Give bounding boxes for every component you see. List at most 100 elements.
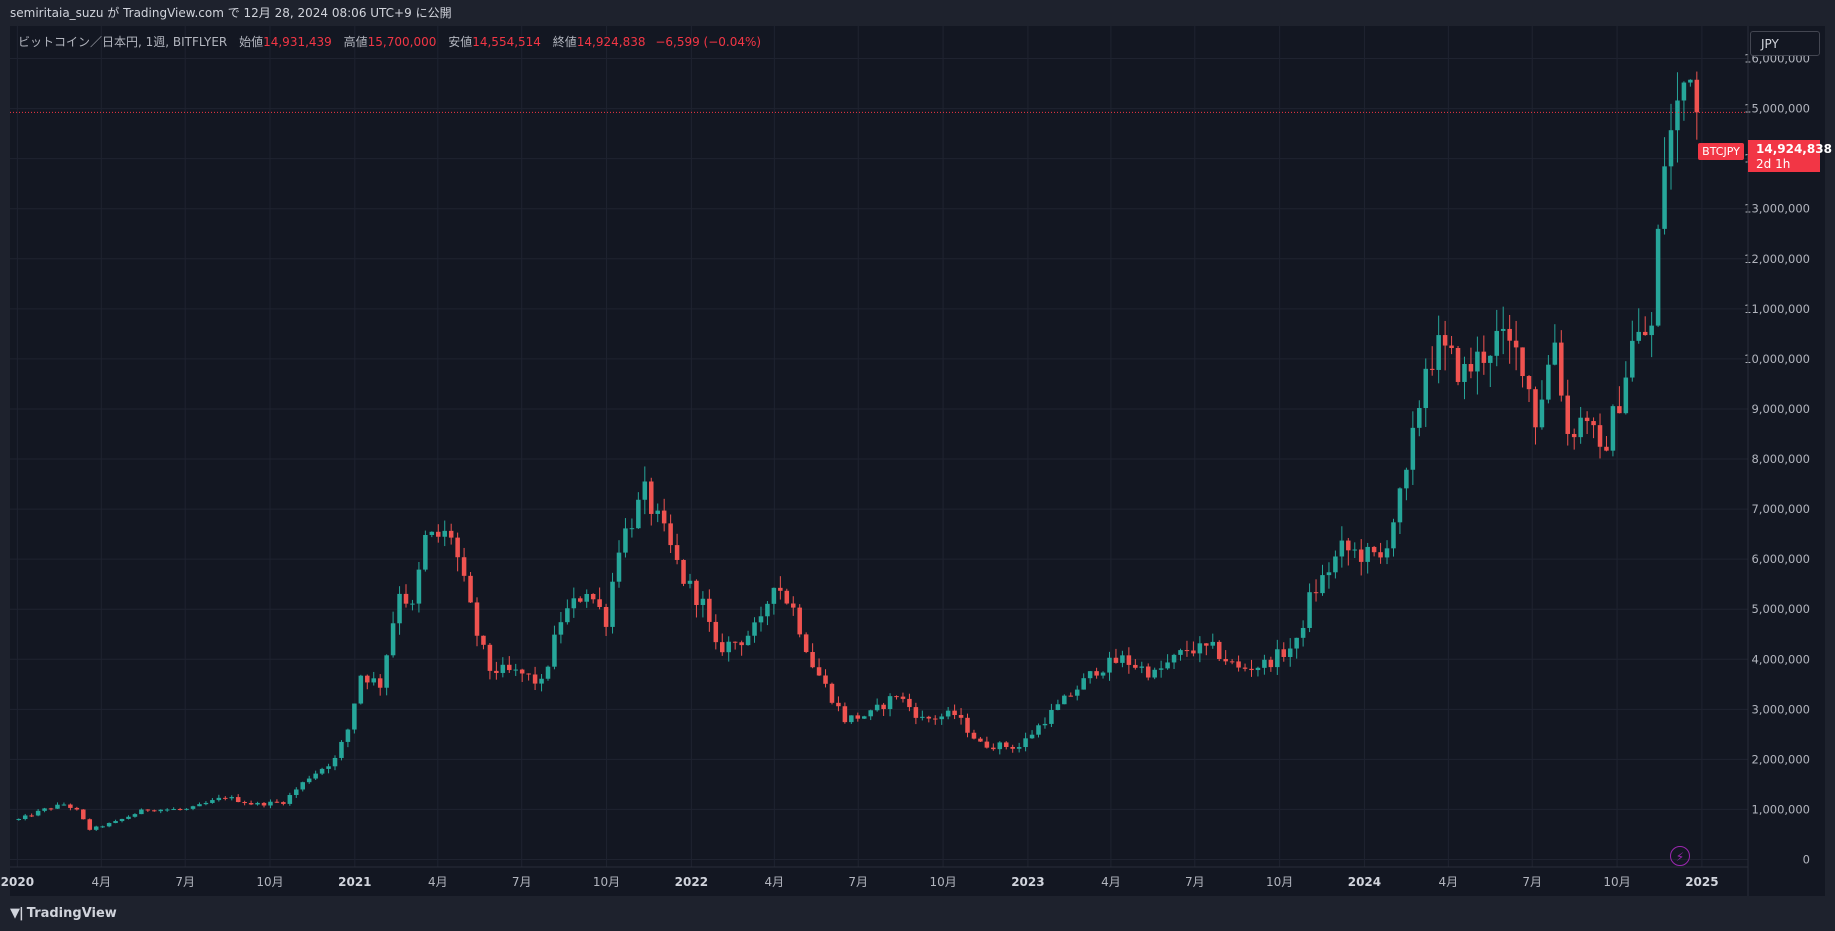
time-tick-label: 2023	[1011, 875, 1044, 889]
candle-body	[113, 821, 118, 824]
candle-body	[868, 710, 873, 717]
price-tick-label: 0	[1803, 852, 1810, 866]
price-tick-label: 1,000,000	[1751, 802, 1810, 816]
candle-body	[1630, 340, 1635, 378]
candle-body	[184, 808, 189, 810]
symbol-legend: ビットコイン／日本円, 1週, BITFLYER 始値14,931,439 高値…	[18, 33, 761, 51]
price-tick-label: 10,000,000	[1744, 352, 1810, 366]
candle-body	[255, 802, 260, 805]
candle-body	[507, 664, 512, 671]
candle-body	[1488, 355, 1493, 363]
change-value: −6,599 (−0.04%)	[655, 35, 762, 49]
time-tick-label: 10月	[256, 875, 283, 889]
time-tick-label: 7月	[848, 875, 868, 889]
candle-body	[513, 669, 518, 671]
candle-body	[1023, 738, 1028, 748]
time-tick-label: 2022	[675, 875, 708, 889]
candle-body	[268, 801, 273, 806]
candle-body	[197, 804, 202, 807]
candle-body	[397, 593, 402, 624]
candle-body	[1662, 166, 1667, 229]
candle-body	[571, 598, 577, 609]
candle-body	[332, 757, 338, 767]
candle-body	[816, 667, 822, 676]
candle-body	[655, 510, 660, 514]
time-tick-label: 10月	[929, 875, 956, 889]
candle-body	[661, 510, 667, 524]
candle-body	[481, 635, 486, 645]
candle-body	[494, 670, 499, 673]
candle-body	[152, 810, 157, 812]
tradingview-brand[interactable]: ▼| TradingView	[10, 906, 117, 921]
lightning-icon[interactable]: ⚡	[1670, 846, 1690, 866]
candle-body	[739, 642, 744, 646]
candle-body	[997, 742, 1003, 750]
candle-body	[668, 523, 673, 546]
candle-body	[1417, 408, 1422, 428]
candle-body	[1449, 345, 1454, 349]
candle-body	[565, 608, 570, 623]
candle-body	[1442, 335, 1448, 346]
candle-body	[1668, 130, 1674, 167]
candle-body	[436, 531, 441, 537]
time-tick-label: 2025	[1685, 875, 1718, 889]
candle-body	[1571, 433, 1577, 438]
candle-body	[616, 552, 622, 582]
candle-body	[448, 530, 454, 538]
candle-body	[713, 621, 719, 643]
candle-body	[1255, 667, 1261, 671]
candle-body	[29, 815, 34, 817]
candle-body	[1087, 671, 1093, 679]
candle-body	[81, 809, 86, 820]
candle-body	[500, 664, 506, 673]
candle-body	[139, 809, 144, 815]
candle-body	[1204, 643, 1209, 646]
candle-body	[171, 809, 176, 811]
candle-body	[326, 766, 331, 769]
time-tick-label: 7月	[1185, 875, 1205, 889]
candle-body	[1016, 747, 1022, 749]
candle-body	[1113, 657, 1119, 663]
high-value: 15,700,000	[367, 35, 437, 49]
candle-body	[1036, 725, 1041, 735]
candle-body	[771, 587, 777, 604]
candle-body	[1158, 668, 1164, 670]
candle-body	[177, 809, 183, 811]
candle-body	[223, 797, 228, 799]
candle-body	[1346, 540, 1351, 551]
candle-body	[1145, 666, 1151, 678]
candle-body	[377, 678, 383, 688]
high-label: 高値	[343, 35, 368, 49]
candle-body	[855, 715, 861, 719]
candle-body	[61, 804, 67, 806]
candle-body	[952, 710, 957, 716]
candle-body	[623, 528, 628, 553]
price-tick-label: 7,000,000	[1751, 502, 1810, 516]
candle-body	[442, 530, 447, 537]
candle-body	[1042, 723, 1048, 726]
candle-body	[1010, 746, 1015, 749]
candle-body	[913, 707, 919, 718]
candle-body	[861, 716, 867, 719]
candle-body	[1294, 637, 1299, 649]
candle-body	[1391, 522, 1396, 549]
candle-body	[1339, 540, 1345, 557]
currency-button[interactable]: JPY	[1750, 31, 1820, 56]
candle-body	[674, 545, 680, 560]
close-value: 14,924,838	[576, 35, 646, 49]
candle-body	[487, 644, 493, 671]
symbol-name[interactable]: ビットコイン／日本円, 1週, BITFLYER	[18, 35, 228, 49]
last-price-value: 14,924,838	[1756, 142, 1832, 156]
chart-panel[interactable]	[10, 26, 1825, 896]
candle-body	[1307, 592, 1312, 628]
candle-body	[1268, 659, 1274, 668]
candle-body	[584, 593, 589, 602]
price-tick-label: 6,000,000	[1751, 552, 1810, 566]
candle-body	[410, 603, 415, 605]
price-tick-label: 12,000,000	[1744, 252, 1810, 266]
candle-body	[991, 747, 996, 750]
candle-body	[1300, 627, 1306, 638]
candle-body	[545, 666, 551, 679]
candle-body	[1197, 643, 1203, 654]
